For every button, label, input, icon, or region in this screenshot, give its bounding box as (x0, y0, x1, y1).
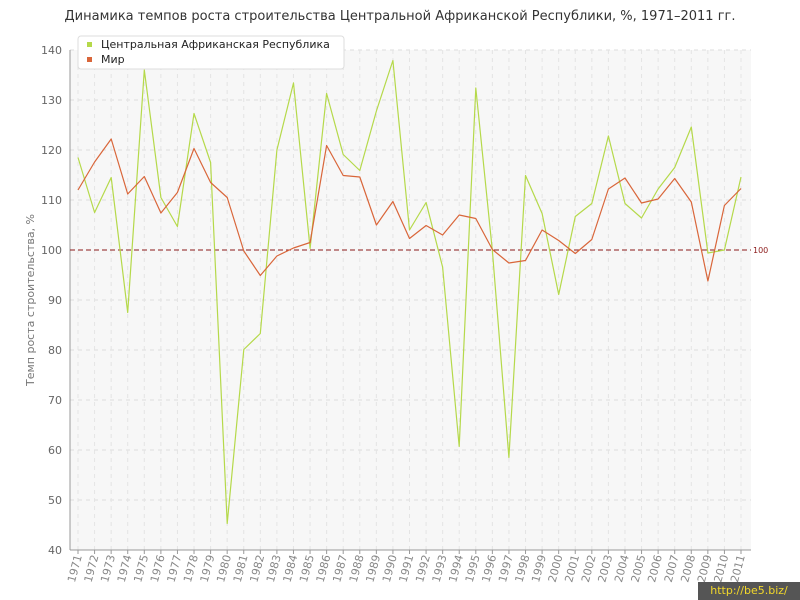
legend-swatch (87, 57, 92, 62)
y-tick-label: 60 (48, 444, 62, 457)
axes: 4050607080901001101201301401971197219731… (41, 44, 751, 584)
y-tick-label: 120 (41, 144, 62, 157)
y-tick-label: 140 (41, 44, 62, 57)
chart-title: Динамика темпов роста строительства Цент… (64, 9, 736, 24)
x-tick-label: 2011 (728, 553, 748, 583)
legend-swatch (87, 42, 92, 47)
y-tick-label: 80 (48, 344, 62, 357)
y-tick-label: 70 (48, 394, 62, 407)
reference-line-group: 100 (70, 246, 768, 255)
y-tick-label: 130 (41, 94, 62, 107)
y-tick-label: 100 (41, 244, 62, 257)
legend-box (77, 35, 345, 70)
y-tick-label: 40 (48, 544, 62, 557)
legend-label: Центральная Африканская Республика (101, 38, 330, 51)
series-group (77, 59, 742, 525)
watermark-link[interactable]: http://be5.biz/ (698, 582, 800, 600)
reference-line-label: 100 (753, 246, 768, 255)
y-tick-label: 90 (48, 294, 62, 307)
legend: Центральная Африканская Республика Мир (77, 35, 345, 70)
y-tick-label: 110 (41, 194, 62, 207)
y-axis-label: Темп роста строительства, % (24, 214, 37, 387)
legend-label: Мир (101, 53, 125, 66)
grid (70, 49, 751, 551)
y-tick-label: 50 (48, 494, 62, 507)
